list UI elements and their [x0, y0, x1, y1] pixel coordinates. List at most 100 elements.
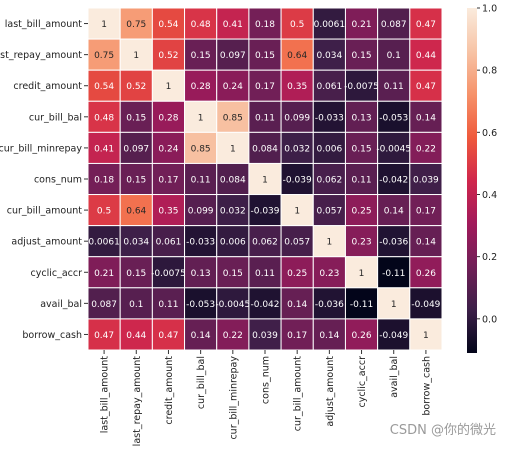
cell-value-label: 0.15	[126, 269, 146, 279]
heatmap-cell	[184, 131, 218, 164]
cell-value-label: 0.061	[156, 238, 182, 248]
cell-value-label: 0.061	[316, 82, 342, 92]
cell-value-label: 0.084	[220, 176, 246, 186]
cell-value-label: -0.0075	[344, 82, 379, 92]
cell-value-label: 0.41	[223, 20, 243, 30]
cell-value-label: 1	[133, 51, 139, 61]
heatmap-cell	[344, 69, 379, 102]
y-tick-label: last_repay_amount	[0, 50, 82, 61]
x-tick-label: cur_bill_bal	[196, 356, 207, 409]
heatmap-cell	[151, 287, 186, 320]
x-tick-label: credit_amount	[164, 356, 175, 425]
cell-value-label: 0.099	[284, 113, 310, 123]
cell-value-label: -0.053	[186, 300, 215, 310]
heatmap-cell	[216, 225, 250, 258]
colorbar-tick-label: 1.0	[482, 4, 497, 15]
heatmap-cell	[344, 131, 379, 164]
cell-value-label: 0.1	[387, 51, 401, 61]
x-tick-label: cons_num	[261, 356, 272, 404]
heatmap-cell	[409, 162, 443, 196]
heatmap-cell	[344, 38, 379, 71]
cell-value-label: 0.13	[352, 113, 372, 123]
heatmap-cell	[151, 100, 186, 133]
heatmap-cell	[119, 318, 153, 351]
heatmap-cell	[119, 194, 153, 227]
heatmap-cell	[87, 69, 121, 102]
cell-value-label: 1	[198, 113, 204, 123]
cell-value-label: 0.17	[158, 176, 178, 186]
heatmap-cell	[377, 225, 411, 258]
heatmap-cell	[87, 194, 121, 227]
cell-value-label: 0.64	[287, 51, 307, 61]
y-tick-label: cyclic_accr	[31, 268, 83, 279]
cell-value-label: 0.039	[413, 176, 439, 186]
heatmap-cell	[119, 225, 153, 258]
heatmap-cell	[409, 256, 443, 289]
cell-value-label: 1	[326, 238, 332, 248]
cell-value-label: 0.099	[188, 207, 214, 217]
cell-value-label: 0.18	[255, 20, 275, 30]
cell-value-label: 0.11	[384, 82, 404, 92]
cell-value-label: 0.006	[220, 238, 246, 248]
cell-value-label: 1	[262, 176, 268, 186]
colorbar	[467, 8, 477, 353]
x-tick-label: cur_bill_minrepay	[228, 356, 239, 440]
heatmap-cell	[280, 131, 314, 164]
heatmap-cell	[184, 162, 218, 196]
cell-value-label: -0.049	[411, 300, 440, 310]
cell-value-label: 0.17	[287, 331, 307, 341]
heatmap-cell	[151, 256, 186, 289]
heatmap-cell	[248, 38, 282, 71]
heatmap-cell	[377, 318, 411, 351]
cell-value-label: 1	[391, 300, 397, 310]
y-tick-label: cons_num	[34, 175, 82, 186]
cell-value-label: 0.18	[94, 176, 114, 186]
x-tick-label: cyclic_accr	[357, 356, 368, 408]
heatmap-cell	[87, 225, 121, 258]
heatmap-cell	[87, 131, 121, 164]
cell-value-label: -0.0045	[215, 300, 250, 310]
cell-value-label: 0.15	[255, 51, 275, 61]
heatmap-cell	[184, 100, 218, 133]
cell-value-label: -0.033	[186, 238, 215, 248]
cell-value-label: -0.042	[250, 300, 279, 310]
heatmap-cell	[377, 194, 411, 227]
cell-value-label: 0.034	[123, 238, 149, 248]
cell-value-label: 0.14	[319, 331, 339, 341]
heatmap-cell	[409, 69, 443, 102]
cell-value-label: 0.057	[316, 207, 342, 217]
cell-value-label: 1	[166, 82, 172, 92]
heatmap-cell	[87, 162, 121, 196]
heatmap-cell	[312, 38, 346, 71]
cell-value-label: -0.0045	[376, 144, 411, 154]
y-tick-label: avail_bal	[40, 299, 82, 310]
watermark: CSDN @你的微光	[389, 423, 496, 438]
heatmap-cell	[344, 162, 379, 196]
cell-value-label: 0.75	[126, 20, 146, 30]
heatmap-cell	[312, 225, 346, 258]
cell-value-label: 0.1	[129, 300, 143, 310]
heatmap-cell	[216, 318, 250, 351]
cell-value-label: 0.52	[126, 82, 146, 92]
cell-value-label: 0.85	[191, 144, 211, 154]
heatmap-cell	[280, 69, 314, 102]
cell-value-label: -0.0075	[151, 269, 186, 279]
heatmap-cell	[151, 131, 186, 164]
cell-value-label: 0.35	[158, 207, 178, 217]
cell-value-label: -0.049	[379, 331, 408, 341]
heatmap-cell	[216, 69, 250, 102]
x-tick-label: last_repay_amount	[132, 356, 143, 447]
heatmap-cell	[216, 131, 250, 164]
heatmap-cell	[344, 194, 379, 227]
cell-value-label: 0.52	[158, 51, 178, 61]
cell-value-label: 0.64	[126, 207, 146, 217]
heatmap-cell	[280, 194, 314, 227]
heatmap-cell	[409, 38, 443, 71]
cell-value-label: 0.057	[284, 238, 310, 248]
cell-value-label: 0.54	[94, 82, 114, 92]
cell-value-label: -0.036	[379, 238, 408, 248]
cell-value-label: 0.15	[191, 51, 211, 61]
heatmap-cell	[312, 194, 346, 227]
cell-value-label: -0.033	[315, 113, 344, 123]
